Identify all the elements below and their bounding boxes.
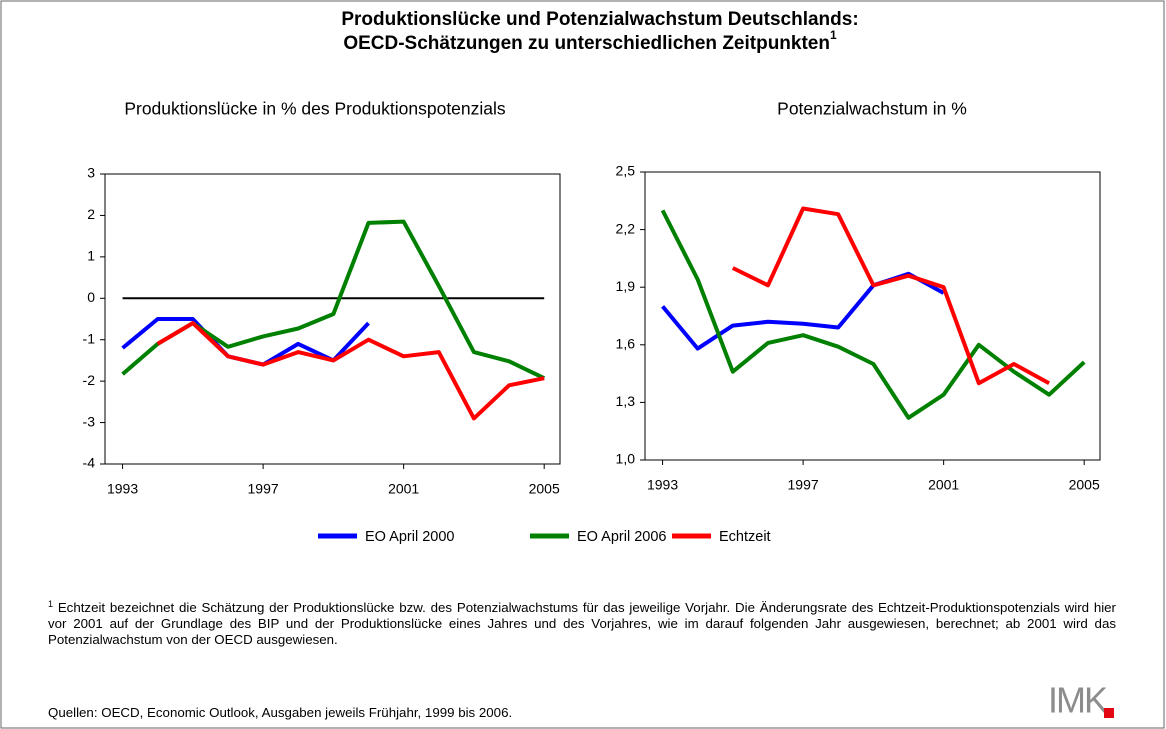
x-tick-label: 1997 — [788, 477, 819, 493]
x-tick-label: 2001 — [388, 481, 419, 497]
y-tick-label: 2,5 — [616, 163, 636, 179]
y-tick-label: 1,6 — [616, 336, 636, 352]
series-line — [121, 219, 546, 381]
x-tick-label: 1993 — [647, 477, 678, 493]
legend-label: EO April 2000 — [365, 529, 454, 545]
x-tick-label: 2001 — [928, 477, 959, 493]
y-tick-label: -1 — [83, 330, 96, 346]
plot-frame — [644, 171, 1101, 461]
x-tick-label: 2005 — [1069, 477, 1100, 493]
y-tick-label: -3 — [83, 413, 96, 429]
legend-label: EO April 2006 — [577, 529, 666, 545]
footnote-mark: 1 — [48, 599, 54, 609]
y-tick-label: 1,0 — [616, 451, 636, 467]
chart-subtitle: Potenzialwachstum in % — [777, 99, 967, 119]
source: Quellen: OECD, Economic Outlook, Ausgabe… — [48, 705, 513, 720]
chart-subtitle: Produktionslücke in % des Produktionspot… — [124, 99, 506, 119]
footnote: 1 Echtzeit bezeichnet die Schätzung der … — [48, 600, 1116, 648]
y-tick-label: 3 — [87, 165, 95, 181]
footnote-text: Echtzeit bezeichnet die Schätzung der Pr… — [48, 600, 1116, 647]
y-tick-label: 0 — [87, 289, 95, 305]
title-text: OECD-Schätzungen zu unterschiedlichen Ze… — [343, 33, 830, 54]
series-line — [661, 271, 945, 351]
series-line — [731, 206, 1051, 386]
x-tick-label: 1993 — [107, 481, 138, 497]
y-tick-label: 1,3 — [616, 393, 636, 409]
x-tick-label: 1997 — [248, 481, 279, 497]
series-line — [660, 209, 1086, 420]
title-line1: Produktionslücke und Potenzialwachstum D… — [341, 9, 858, 30]
y-tick-label: -4 — [83, 455, 96, 471]
title-note: 1 — [830, 28, 837, 42]
plot-frame — [104, 173, 561, 465]
logo-square — [1104, 708, 1114, 718]
legend-label: Echtzeit — [719, 529, 771, 545]
x-tick-label: 2005 — [529, 481, 560, 497]
y-tick-label: 2 — [87, 206, 95, 222]
y-tick-label: 1,9 — [616, 278, 636, 294]
logo: IMK — [1048, 680, 1114, 721]
logo-text: IMK — [1048, 680, 1108, 721]
y-tick-label: 2,2 — [616, 220, 636, 236]
title-line2: OECD-Schätzungen zu unterschiedlichen Ze… — [343, 28, 837, 54]
series-line — [156, 321, 545, 421]
y-tick-label: -2 — [83, 372, 96, 388]
y-tick-label: 1 — [87, 248, 95, 264]
